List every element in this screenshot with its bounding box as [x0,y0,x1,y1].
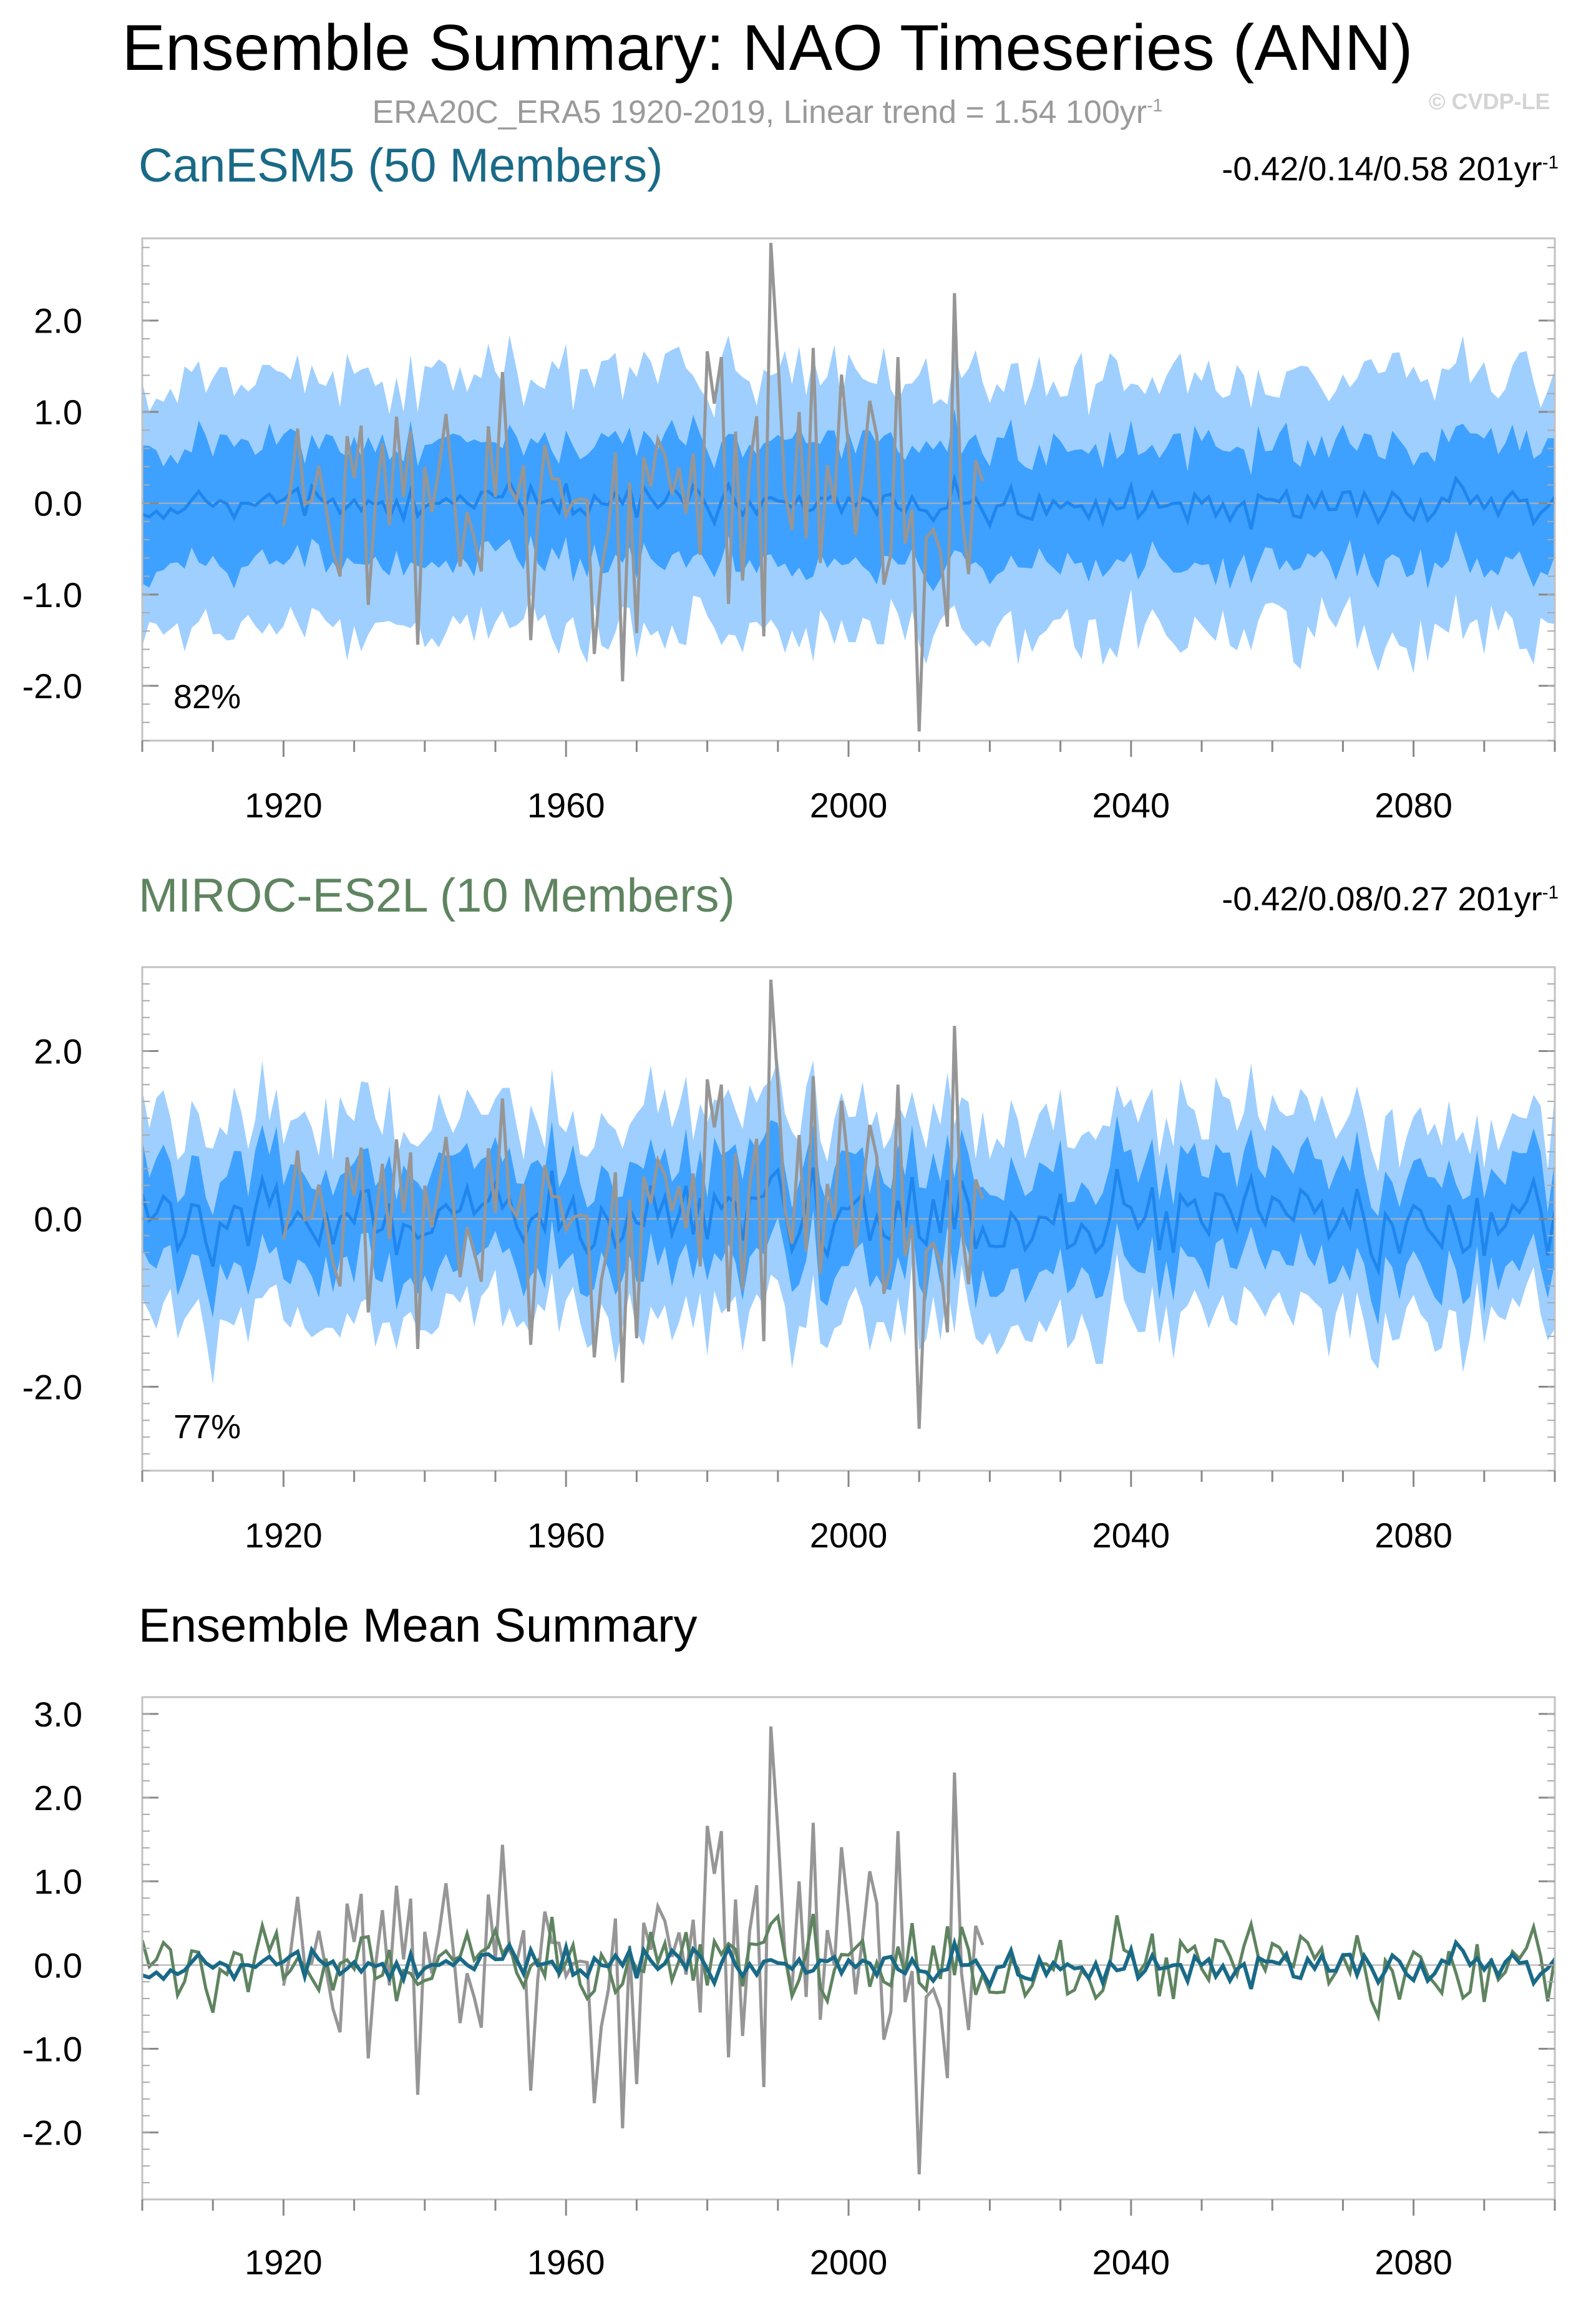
trend-exponent-canesm5: -1 [1542,152,1559,173]
x-tick-label: 2000 [810,1516,888,1555]
x-tick-label: 1920 [245,1516,323,1555]
trend-exponent-miroc: -1 [1542,882,1559,903]
y-tick-label: 0.0 [34,484,82,523]
trend-label-miroc: -0.42/0.08/0.27 201yr-1 [1222,880,1559,918]
subtitle: ERA20C_ERA5 1920-2019, Linear trend = 1.… [0,94,1535,131]
y-tick-label: 2.0 [34,301,82,341]
y-tick-label: 2.0 [34,1778,82,1818]
x-tick-label: 1920 [245,786,323,825]
y-tick-label: -2.0 [22,2113,83,2153]
chart-panel-2: 2.0 0.0 -2.0 1920 1960 2000 2040 2080 77% [22,966,1556,1555]
plot-area [142,1726,1555,2174]
plot-area [142,243,1555,732]
x-tick-label: 1960 [527,1516,605,1555]
y-tick-label: 1.0 [34,392,82,432]
ensemble-mean-line [142,1167,1555,1277]
panel-title-ensemble-mean: Ensemble Mean Summary [139,1599,698,1652]
trend-label-canesm5: -0.42/0.14/0.58 201yr-1 [1222,150,1559,188]
trend-text-canesm5: -0.42/0.14/0.58 201yr [1222,150,1542,188]
x-tick-label: 1920 [245,2242,323,2282]
y-tick-label: -2.0 [22,666,83,706]
x-tick-label: 1960 [527,786,605,825]
subtitle-text: ERA20C_ERA5 1920-2019, Linear trend = 1.… [372,94,1147,130]
y-tick-label: -2.0 [22,1368,83,1407]
page-title: Ensemble Summary: NAO Timeseries (ANN) [122,12,1413,84]
x-tick-label: 2000 [810,786,888,825]
x-tick-label: 2080 [1375,786,1452,825]
trend-text-miroc: -0.42/0.08/0.27 201yr [1222,880,1542,918]
y-tick-label: -1.0 [22,575,83,615]
y-tick-label: 0.0 [34,1200,82,1239]
y-tick-label: -1.0 [22,2030,83,2069]
percent-label: 82% [173,678,241,716]
observations-line [281,980,985,1429]
percent-label: 77% [173,1408,241,1446]
y-tick-label: 3.0 [34,1695,82,1734]
x-tick-label: 2080 [1375,2242,1452,2282]
x-tick-label: 2080 [1375,1516,1452,1555]
ensemble-mean-line [142,473,1555,530]
copyright-watermark: © CVDP-LE [1429,89,1550,114]
x-tick-label: 2000 [810,2242,888,2282]
subtitle-unit-exponent: -1 [1147,95,1163,116]
chart-panel-3: 3.0 2.0 1.0 0.0 -1.0 -2.0 1920 1960 2000 2040 2080 [22,1695,1556,2282]
inner-percentile-band [142,1115,1555,1325]
x-tick-label: 2040 [1092,2242,1170,2282]
canesm5-mean-line [142,1936,1555,1990]
x-tick-label: 1960 [527,2242,605,2282]
plot-area [142,980,1555,1429]
panel-title-miroc: MIROC-ES2L (10 Members) [139,869,735,922]
chart-panel-1: 2.0 1.0 0.0 -1.0 -2.0 1920 1960 2000 2040 2080 82% [22,237,1556,825]
observations-line [281,243,985,732]
panel-title-canesm5: CanESM5 (50 Members) [139,139,663,192]
miroc-mean-line [142,1913,1555,2022]
y-tick-label: 1.0 [34,1862,82,1901]
plot-frame [141,1696,1556,2201]
x-tick-label: 2040 [1092,1516,1170,1555]
y-tick-label: 0.0 [34,1945,82,1985]
x-tick-label: 2040 [1092,786,1170,825]
y-tick-label: 2.0 [34,1032,82,1071]
observations-line [281,1726,985,2174]
